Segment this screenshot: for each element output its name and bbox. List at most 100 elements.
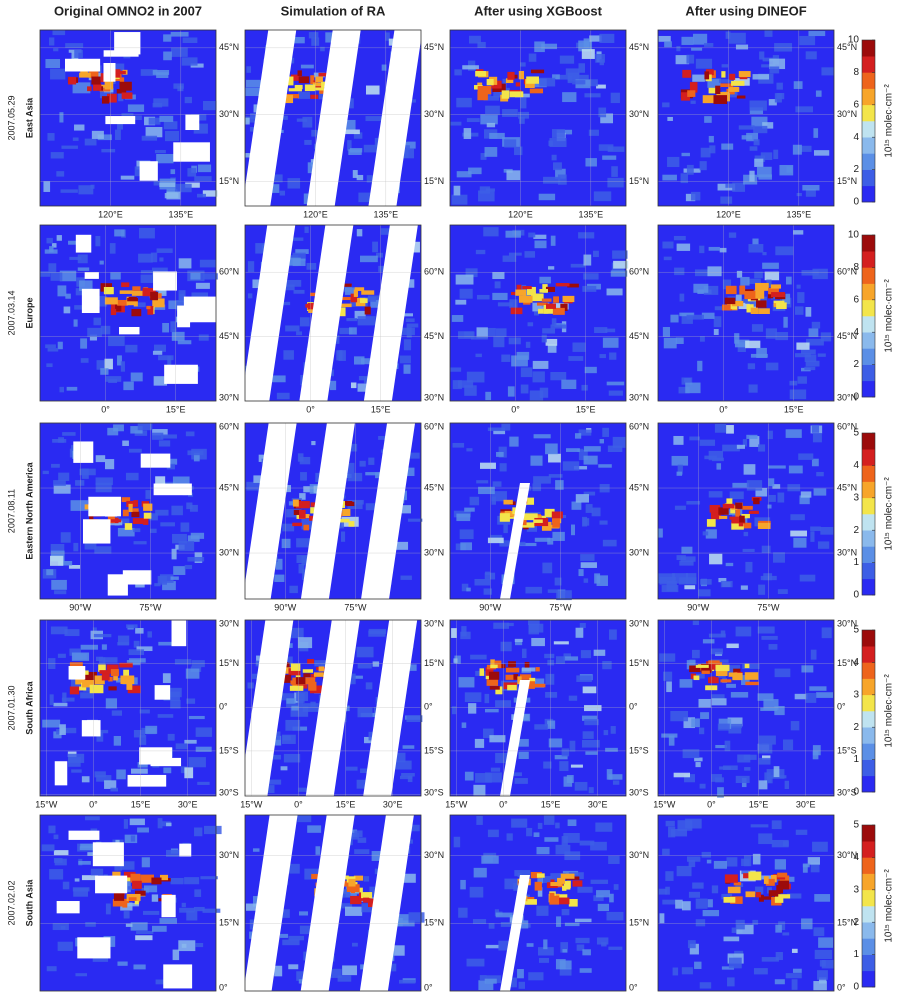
map-texture [51,544,65,552]
map-texture [95,771,106,777]
map-texture [492,293,507,300]
hotspot [713,95,727,104]
map-texture [700,712,709,719]
map-texture [683,749,700,758]
hotspot [502,90,510,98]
map-texture [51,464,60,468]
colorbar-tick-label: 4 [853,657,859,668]
lat-tick-label: 45°N [219,42,239,52]
map-texture [801,918,812,929]
map-texture [591,880,608,884]
map-texture [82,468,89,478]
map-texture [696,59,712,69]
map-texture [536,906,548,916]
colorbar-segment [862,938,875,955]
map-texture [736,627,752,637]
hotspot [151,878,161,885]
map-texture [493,481,502,486]
map-texture [709,491,723,497]
map-texture [456,514,470,521]
map-texture [789,381,797,386]
hotspot [530,89,543,94]
map-texture [700,579,712,585]
map-texture [283,350,294,360]
colorbar-tick-label: 1 [853,557,859,568]
map-texture [194,907,205,911]
map-texture [602,428,609,437]
map-texture [131,373,143,382]
colorbar-segment [862,874,875,891]
map-texture [567,775,574,783]
map-texture [584,705,601,711]
lon-tick-label: 15°E [784,404,804,414]
map-texture [501,642,512,652]
map-texture [793,145,802,155]
map-texture [580,841,595,846]
map-texture [533,476,551,483]
map-texture [700,440,715,446]
map-texture [365,472,380,475]
map-texture [571,765,583,768]
map-panel [244,815,425,991]
map-texture [159,257,163,261]
map-texture [750,146,758,150]
map-texture [796,830,808,835]
map-texture [708,899,713,907]
map-texture [676,338,684,344]
colorbar-tick-label: 2 [853,164,859,175]
map-texture [758,693,774,701]
hotspot [79,73,91,78]
map-texture [357,229,363,236]
map-texture [543,177,560,184]
missing-data [123,570,151,584]
row-region: Europe [24,297,34,328]
map-texture [196,727,212,736]
colorbar-segment [862,955,875,972]
map-texture [408,519,422,522]
map-texture [542,335,547,343]
map-texture [773,150,778,159]
map-texture [584,38,590,48]
hotspot [120,82,132,91]
hotspot [132,286,140,291]
map-texture [128,104,144,112]
map-texture [685,383,700,394]
map-texture [758,444,765,451]
map-texture [688,940,696,948]
map-texture [583,731,594,739]
colorbar-segment [862,251,875,268]
map-texture [49,869,63,879]
hotspot [310,95,318,99]
hotspot [298,70,302,76]
hotspot [744,291,755,299]
map-texture [776,93,784,99]
map-texture [114,229,124,236]
map-texture [117,961,127,965]
map-texture [801,146,812,152]
map-texture [468,703,476,714]
map-texture [69,257,81,260]
hotspot [552,512,563,519]
map-texture [110,788,118,792]
map-texture [302,117,312,128]
map-texture [64,307,71,314]
map-texture [285,325,299,331]
map-texture [606,912,623,921]
map-texture [59,724,65,735]
map-texture [466,588,470,592]
map-texture [459,677,475,687]
lat-tick-label: 15°N [629,658,649,668]
map-texture [570,741,576,752]
map-texture [358,316,376,325]
colorbar-tick-label: 8 [853,67,859,78]
hotspot [117,300,128,306]
hotspot [292,523,302,526]
map-texture [585,751,597,754]
missing-data [140,161,158,181]
map-texture [366,682,373,689]
map-texture [46,569,53,575]
map-texture [138,254,153,263]
colorbar-segment [862,186,875,203]
colorbar-segment [862,922,875,939]
map-texture [145,490,150,499]
